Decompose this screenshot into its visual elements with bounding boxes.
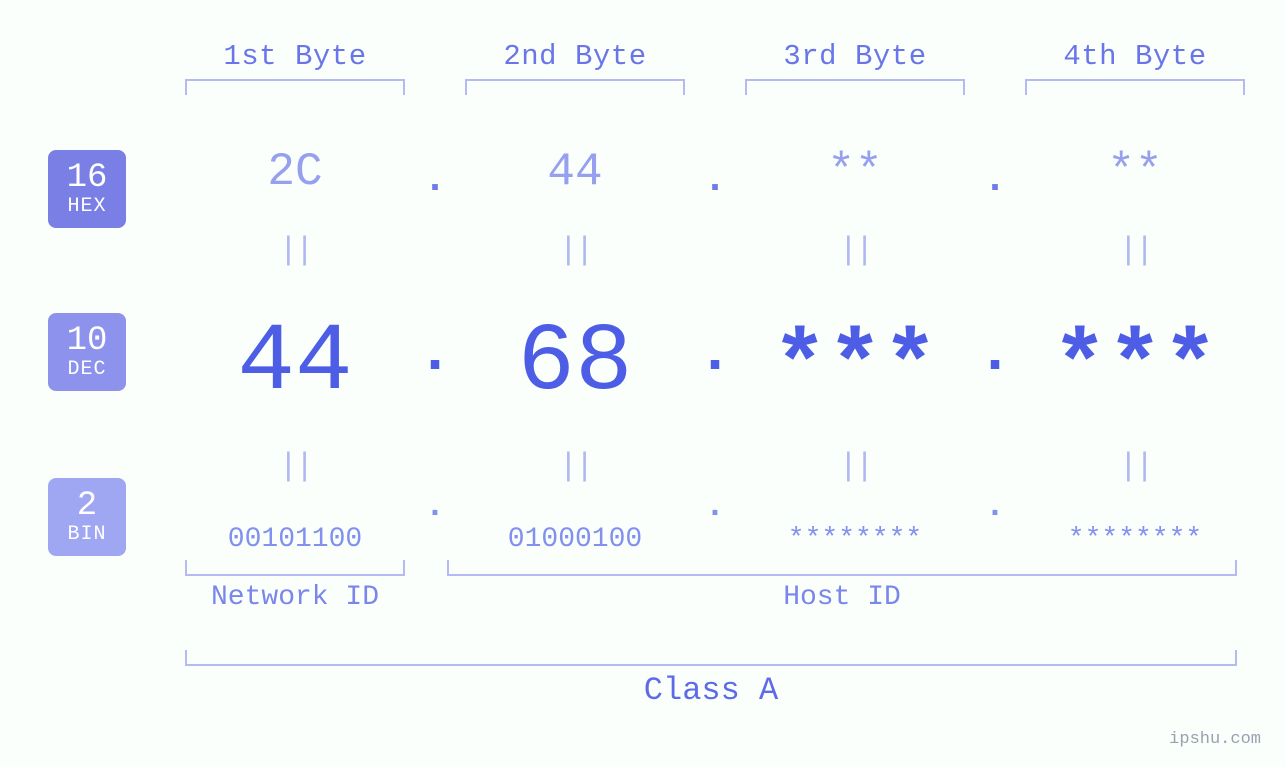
hex-dot-2: . [703,158,727,203]
badge-dec-abbr: DEC [67,359,106,380]
badge-bin-abbr: BIN [67,524,106,545]
badge-hex-abbr: HEX [67,196,106,217]
equals-bottom-3: || [735,445,975,489]
dec-dot-2: . [697,320,733,388]
equals-bottom-1: || [175,445,415,489]
hex-value-1: 2C [175,137,415,207]
network-id-label: Network ID [185,582,405,613]
dec-dot-1: . [417,320,453,388]
hex-value-4: ** [1015,137,1255,207]
sep-3: . . . [975,40,1015,561]
sep-2: . . . [695,40,735,561]
byte-top-bracket-4 [1025,79,1246,95]
watermark: ipshu.com [1169,730,1261,749]
dec-value-1: 44 [175,303,415,423]
bin-value-1: 00101100 [175,519,415,561]
bin-dot-2: . [705,488,725,526]
hex-dot-3: . [983,158,1007,203]
byte-col-3: 3rd Byte ** || *** || ******** [735,40,975,561]
class-label: Class A [185,672,1237,709]
byte-col-2: 2nd Byte 44 || 68 || 01000100 [455,40,695,561]
network-id-bracket [185,560,405,576]
bin-dot-3: . [985,488,1005,526]
bin-value-2: 01000100 [455,519,695,561]
bin-value-3: ******** [735,519,975,561]
badge-bin: 2 BIN [48,478,126,556]
badge-bin-number: 2 [77,489,97,525]
byte-col-4: 4th Byte ** || *** || ******** [1015,40,1255,561]
byte-header-2: 2nd Byte [455,40,695,76]
equals-top-3: || [735,229,975,273]
hex-value-2: 44 [455,137,695,207]
class-bracket [185,650,1237,666]
equals-top-4: || [1015,229,1255,273]
dec-dot-3: . [977,320,1013,388]
badge-hex-number: 16 [67,161,108,197]
ip-diagram: 16 HEX 10 DEC 2 BIN 1st Byte 2C || 44 ||… [0,0,1285,767]
equals-top-1: || [175,229,415,273]
dec-value-4: *** [1015,303,1255,423]
dec-value-3: *** [735,303,975,423]
hex-dot-1: . [423,158,447,203]
byte-header-4: 4th Byte [1015,40,1255,76]
host-id-bracket [447,560,1237,576]
hex-value-3: ** [735,137,975,207]
byte-col-1: 1st Byte 2C || 44 || 00101100 [175,40,415,561]
bin-value-4: ******** [1015,519,1255,561]
equals-bottom-2: || [455,445,695,489]
byte-top-bracket-1 [185,79,406,95]
equals-bottom-4: || [1015,445,1255,489]
byte-top-bracket-2 [465,79,686,95]
sep-1: . . . [415,40,455,561]
dec-value-2: 68 [455,303,695,423]
byte-header-3: 3rd Byte [735,40,975,76]
badge-dec: 10 DEC [48,313,126,391]
host-id-label: Host ID [447,582,1237,613]
badge-hex: 16 HEX [48,150,126,228]
badge-dec-number: 10 [67,324,108,360]
equals-top-2: || [455,229,695,273]
byte-columns: 1st Byte 2C || 44 || 00101100 . . . 2nd … [175,40,1255,561]
bin-dot-1: . [425,488,445,526]
byte-header-1: 1st Byte [175,40,415,76]
byte-top-bracket-3 [745,79,966,95]
